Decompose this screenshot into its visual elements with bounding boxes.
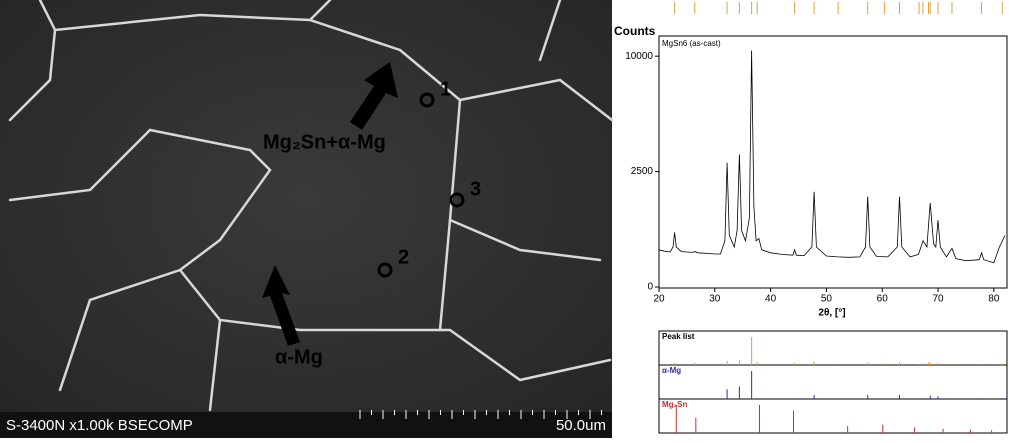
x-tick-label: 60 <box>877 294 889 305</box>
y-tick-label: 0 <box>647 282 653 293</box>
sem-label: α-Mg <box>275 346 323 368</box>
x-label: 2θ, [°] <box>818 308 845 319</box>
chart <box>658 35 1008 434</box>
arrows <box>262 62 398 346</box>
legend-label: MgSn6 (as-cast) <box>662 39 721 48</box>
x-tick-label: 30 <box>709 294 721 305</box>
x-tick-label: 50 <box>821 294 833 305</box>
point-label: 1 <box>440 78 451 100</box>
footer-left: S-3400N x1.00k BSECOMP <box>6 417 193 434</box>
panel-label: α-Mg <box>662 366 681 375</box>
y-label: Counts <box>614 24 656 38</box>
point-label: 3 <box>470 178 481 200</box>
sem-image <box>0 0 614 438</box>
point-label: 2 <box>398 246 409 268</box>
x-tick-label: 70 <box>932 294 944 305</box>
y-tick-label: 2500 <box>631 166 654 177</box>
footer-right: 50.0um <box>556 417 606 434</box>
x-tick-label: 20 <box>653 294 665 305</box>
x-tick-label: 80 <box>988 294 1000 305</box>
y-tick-label: 10000 <box>625 51 653 62</box>
panel-label: Peak list <box>662 332 695 341</box>
xrd-line <box>658 50 1006 264</box>
x-tick-label: 40 <box>765 294 777 305</box>
panel-label: Mg₂Sn <box>662 400 687 409</box>
sem-label: Mg₂Sn+α-Mg <box>263 131 386 153</box>
